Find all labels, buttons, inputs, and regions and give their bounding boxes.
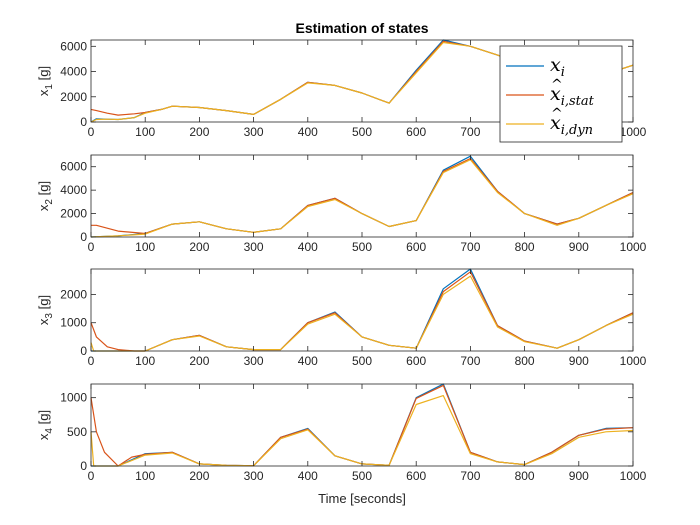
series-group [90,155,634,238]
subplot-4: 0 100 200 300 400 500 600 700 800 900 1000 0 500 1000… [36,383,647,483]
y-tick-label: 6000 [60,160,87,174]
x-tick-label: 200 [189,240,209,254]
x-tick-label: 700 [460,354,480,368]
y-tick-label: 2000 [60,90,87,104]
x-tick-label: 100 [135,354,155,368]
figure-title: Estimation of states [295,20,428,36]
y-axis-label: x1 [g] [36,66,55,96]
x-tick-label: 300 [244,125,264,139]
x-tick-label: 1000 [620,240,647,254]
x-tick-label: 100 [135,240,155,254]
x-tick-label: 900 [569,469,589,483]
subplot-3: 0 100 200 300 400 500 600 700 800 900 1000 0 1000 200… [36,268,647,368]
x-tick-label: 0 [88,354,95,368]
y-tick-label: 2000 [60,207,87,221]
x-tick-label: 800 [515,240,535,254]
y-tick-label: 0 [80,115,87,129]
x-tick-label: 700 [460,469,480,483]
x-tick-label: 700 [460,125,480,139]
y-tick-label: 2000 [60,287,87,301]
y-axis-label: x3 [g] [36,295,55,325]
y-tick-label: 4000 [60,65,87,79]
x-tick-label: 500 [352,240,372,254]
x-tick-label: 400 [298,354,318,368]
x-tick-label: 0 [88,125,95,139]
x-tick-label: 500 [352,125,372,139]
x-tick-label: 0 [88,240,95,254]
subplot-2: 0 100 200 300 400 500 600 700 800 900 1000 0 2000 400… [36,154,647,254]
x-tick-label: 200 [189,125,209,139]
x-tick-label: 200 [189,469,209,483]
legend-entry-label: xi,stat [550,83,595,109]
x-tick-label: 0 [88,469,95,483]
legend-entry-label: xi [550,54,565,80]
x-tick-label: 500 [352,469,372,483]
x-tick-label: 100 [135,469,155,483]
y-tick-label: 0 [80,230,87,244]
legend-hat-glyph: ^ [551,77,563,93]
x-axis-label: Time [seconds] [318,491,406,506]
y-tick-label: 1000 [60,316,87,330]
x-tick-label: 1000 [620,469,647,483]
y-tick-label: 500 [67,425,87,439]
x-tick-label: 300 [244,469,264,483]
x-tick-label: 300 [244,354,264,368]
x-tick-label: 600 [406,469,426,483]
x-tick-label: 400 [298,240,318,254]
y-tick-label: 0 [80,459,87,473]
y-axis-label: x2 [g] [36,181,55,211]
x-tick-label: 900 [569,240,589,254]
x-tick-label: 800 [515,469,535,483]
x-tick-label: 900 [569,354,589,368]
x-tick-label: 600 [406,240,426,254]
y-tick-label: 0 [80,344,87,358]
x-tick-label: 800 [515,354,535,368]
x-tick-label: 1000 [620,125,647,139]
x-tick-label: 600 [406,125,426,139]
x-tick-label: 400 [298,469,318,483]
x-tick-label: 100 [135,125,155,139]
x-tick-label: 600 [406,354,426,368]
y-axis-label: x4 [g] [36,410,55,440]
y-tick-label: 6000 [60,39,87,53]
x-tick-label: 1000 [620,354,647,368]
plot-area [91,269,633,351]
legend-entry-label: xi,dyn [550,112,593,138]
series-line-x_hat_dyn [90,275,634,352]
series-line-x_hat_dyn [90,159,634,238]
x-tick-label: 200 [189,354,209,368]
plot-area [91,384,633,466]
y-tick-label: 1000 [60,391,87,405]
x-tick-label: 300 [244,240,264,254]
y-tick-label: 4000 [60,183,87,197]
x-tick-label: 400 [298,125,318,139]
x-tick-label: 700 [460,240,480,254]
legend-box [499,45,623,143]
legend-hat-glyph: ^ [551,106,563,122]
series-line-x_hat_dyn [90,395,634,467]
x-tick-label: 500 [352,354,372,368]
